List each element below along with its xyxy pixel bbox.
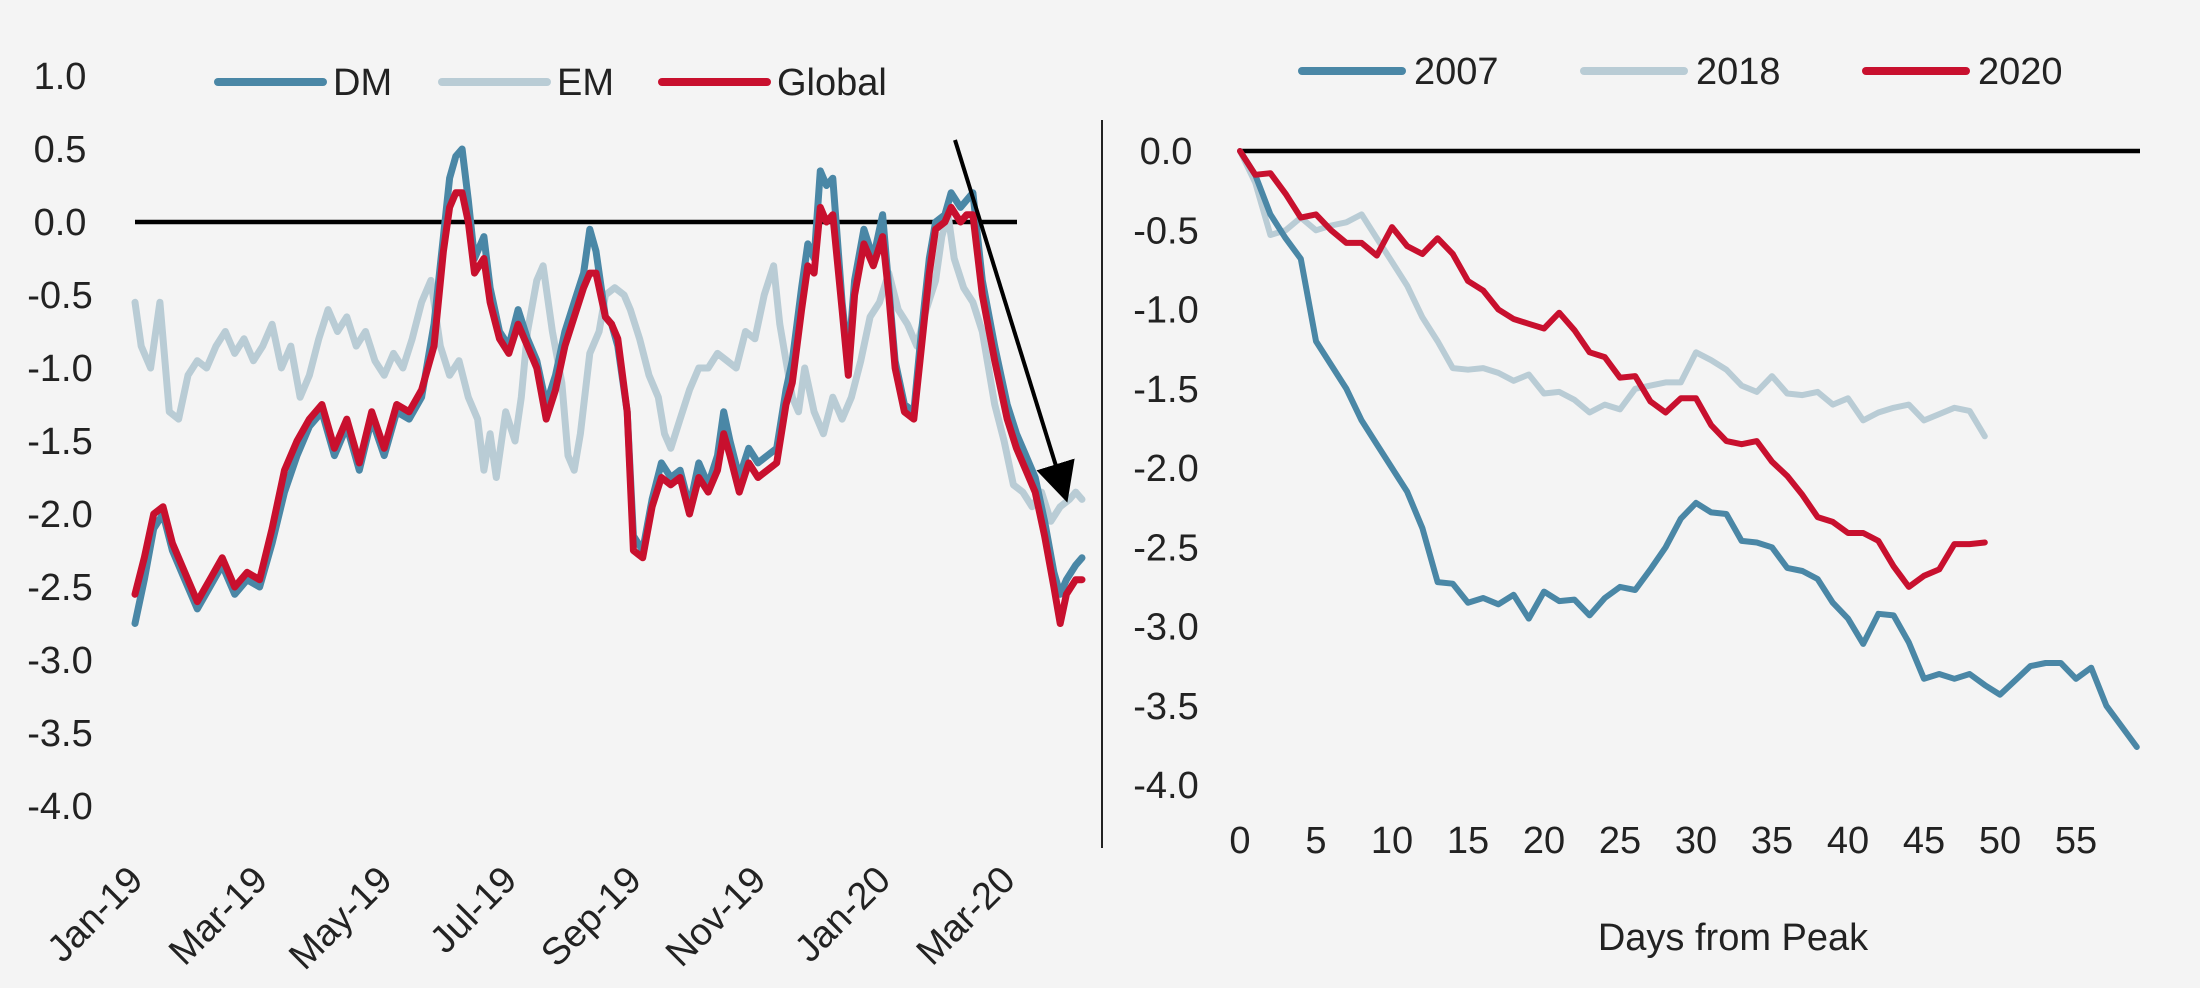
left-y-tick-label: -1.0 bbox=[27, 348, 92, 390]
right-y-tick-label: -3.5 bbox=[1133, 686, 1198, 728]
right-x-tick-label: 30 bbox=[1675, 820, 1717, 862]
left-x-tick-label: Jul-19 bbox=[422, 859, 525, 962]
left-x-tick-label: Nov-19 bbox=[658, 859, 774, 975]
left-y-tick-label: 0.5 bbox=[34, 129, 87, 171]
left-x-tick-label: Mar-20 bbox=[909, 859, 1024, 974]
right-y-tick-label: -4.0 bbox=[1133, 765, 1198, 807]
left-y-tick-label: -3.5 bbox=[27, 713, 92, 755]
left-y-tick-label: -1.5 bbox=[27, 421, 92, 463]
right-x-tick-label: 10 bbox=[1371, 820, 1413, 862]
right-legend-label-2007: 2007 bbox=[1414, 51, 1499, 93]
left-y-tick-label: -4.0 bbox=[27, 786, 92, 828]
right-y-tick-label: -2.5 bbox=[1133, 527, 1198, 569]
left-y-tick-label: -2.5 bbox=[27, 567, 92, 609]
right-x-tick-label: 25 bbox=[1599, 820, 1641, 862]
left-x-tick-label: Jan-19 bbox=[39, 859, 151, 971]
left-y-axis-ticks: 1.0 0.5 0.0 -0.5 -1.0 -1.5 -2.0 -2.5 -3.0 -3.5 -4.… bbox=[27, 56, 92, 828]
right-y-tick-label: -1.5 bbox=[1133, 369, 1198, 411]
right-y-axis-ticks: 0.0 -0.5 -1.0 -1.5 -2.0 -2.5 -3.0 -3.5 -4.0 bbox=[1133, 131, 1198, 807]
left-legend-label-em: EM bbox=[557, 62, 614, 104]
right-x-tick-label: 0 bbox=[1229, 820, 1250, 862]
right-chart: 0.0 -0.5 -1.0 -1.5 -2.0 -2.5 -3.0 -3.5 -4.0 0 5 10… bbox=[1101, 51, 2140, 959]
right-series-2020-line bbox=[1237, 148, 1988, 590]
left-y-tick-label: 1.0 bbox=[34, 56, 87, 98]
right-y-tick-label: -1.0 bbox=[1133, 290, 1198, 332]
right-legend-label-2018: 2018 bbox=[1696, 51, 1781, 93]
right-y-tick-label: -0.5 bbox=[1133, 210, 1198, 252]
left-legend-label-dm: DM bbox=[333, 62, 392, 104]
right-x-tick-label: 15 bbox=[1447, 820, 1489, 862]
right-x-tick-label: 5 bbox=[1305, 820, 1326, 862]
right-series-2007-line bbox=[1237, 148, 2140, 750]
right-x-tick-label: 45 bbox=[1903, 820, 1945, 862]
left-chart: 1.0 0.5 0.0 -0.5 -1.0 -1.5 -2.0 -2.5 -3.0 -3.5 -4.… bbox=[27, 56, 1086, 978]
right-y-tick-label: -2.0 bbox=[1133, 448, 1198, 490]
left-series-em-line bbox=[131, 211, 1086, 525]
right-series-group bbox=[1237, 148, 2140, 750]
right-x-tick-label: 20 bbox=[1523, 820, 1565, 862]
right-legend: 2007 2018 2020 bbox=[1298, 51, 2063, 93]
left-x-axis-ticks: Jan-19 Mar-19 May-19 Jul-19 Sep-19 Nov-19 Jan-… bbox=[39, 859, 1023, 978]
left-y-tick-label: -0.5 bbox=[27, 275, 92, 317]
left-x-tick-label: Sep-19 bbox=[533, 859, 649, 975]
right-x-tick-label: 35 bbox=[1751, 820, 1793, 862]
right-legend-label-2020: 2020 bbox=[1978, 51, 2063, 93]
left-series-global-line bbox=[131, 189, 1086, 627]
left-x-tick-label: May-19 bbox=[281, 859, 400, 978]
left-x-tick-label: Mar-19 bbox=[161, 859, 276, 974]
right-y-tick-label: 0.0 bbox=[1140, 131, 1193, 173]
right-x-axis-ticks: 0 5 10 15 20 25 30 35 40 45 50 55 bbox=[1229, 820, 2097, 862]
right-x-tick-label: 50 bbox=[1979, 820, 2021, 862]
right-x-tick-label: 55 bbox=[2055, 820, 2097, 862]
right-y-tick-label: -3.0 bbox=[1133, 607, 1198, 649]
right-x-axis-label: Days from Peak bbox=[1598, 917, 1869, 959]
left-legend: DM EM Global bbox=[214, 62, 887, 104]
left-x-tick-label: Jan-20 bbox=[787, 859, 899, 971]
left-legend-label-global: Global bbox=[777, 62, 887, 104]
left-y-tick-label: 0.0 bbox=[34, 202, 87, 244]
left-series-group bbox=[131, 145, 1086, 627]
right-series-2018-line bbox=[1237, 148, 1988, 440]
left-y-tick-label: -3.0 bbox=[27, 640, 92, 682]
downward-arrow bbox=[953, 139, 1075, 503]
left-y-tick-label: -2.0 bbox=[27, 494, 92, 536]
right-x-tick-label: 40 bbox=[1827, 820, 1869, 862]
